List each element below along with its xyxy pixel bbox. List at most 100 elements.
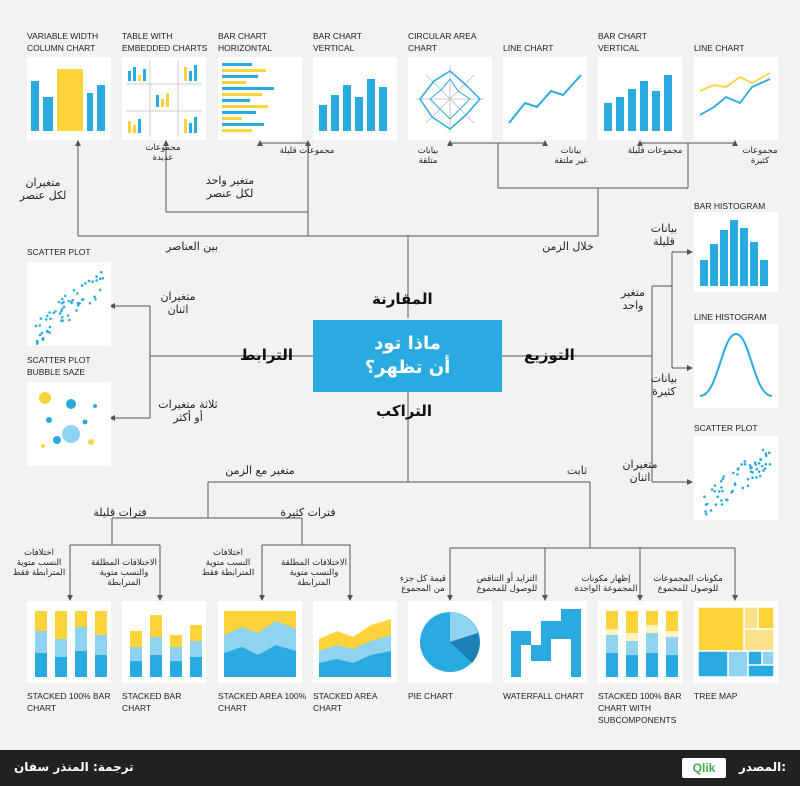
scatter-dot [75,309,78,312]
scatter-dot [703,495,706,498]
scatter-dot [748,464,752,467]
scatter-dot [58,312,62,315]
stacked-bar-thumb [122,601,206,683]
scatter-dot [713,484,717,487]
chart-title-table-embedded: TABLE WITH EMBEDDED CHARTS [122,31,208,53]
scatter-dot [71,298,74,302]
scatter-dot [101,277,105,280]
bar-chart-horizontal-graphic [222,63,274,132]
scatter-dot [70,301,73,305]
chart-title-variable-width: VARIABLE WIDTH COLUMN CHART [27,31,99,53]
chart-title-line-2: LINE CHART [694,43,745,53]
scatter-dot [49,317,52,321]
scatter-dot [709,509,713,512]
scatter-dot [768,463,772,466]
label-many-categories: مجموعات عديدة [145,143,181,163]
waterfall-chart-thumb [503,601,587,683]
bar-chart-vertical-graphic-2 [604,75,672,131]
chart-title-stacked-bar: STACKED BAR CHART [122,691,182,713]
scatter-dot [63,294,67,298]
label-few-categories-2: مجموعات قليلة [627,146,683,156]
scatter-dot [765,454,768,457]
scatter-dot [48,311,51,314]
chart-title-stacked-area-100: STACKED AREA 100% CHART [218,691,307,713]
scatter-dot [753,461,757,464]
chart-title-tree-map: TREE MAP [694,691,738,701]
scatter-dot [94,298,97,301]
stacked-area-100-graphic [224,611,296,677]
scatter-dot [78,302,81,305]
scatter-dot [72,289,76,292]
chart-title-bar-horizontal: BAR CHART HORIZONTAL [218,31,273,53]
label-components-of-total: مكونات المجموعات للوصول للمجموع [653,574,723,594]
stacked-area-100-thumb [218,601,302,683]
bar-histogram-graphic [700,220,768,286]
tree-map-thumb [694,601,778,683]
scatter-dot [62,300,65,304]
pie-chart-thumb [408,601,492,683]
stacked-100-subcomponents-thumb [598,601,682,683]
label-two-vars-per-item: متغيران لكل عنصر [19,176,67,202]
scatter-dot [755,476,758,479]
qlik-logo-text: Qlik [692,761,716,775]
bubble-chart-thumb [27,382,111,466]
scatter-plot-distribution-thumb [694,436,778,520]
pie-chart-graphic [420,612,480,672]
scatter-dot [764,452,768,455]
chart-title-bar-vertical-2: BAR CHART VERTICAL [598,31,647,53]
center-question-box: ماذا تود أن تظهر؟ [313,320,502,392]
scatter-dot [48,331,51,334]
scatter-dot [743,463,747,466]
scatter-dot [741,486,745,490]
bar-chart-vertical-thumb-2 [598,57,682,140]
scatter-dot [54,310,57,313]
scatter-dot [41,337,45,341]
scatter-dot [720,503,724,506]
scatter-dot [61,315,64,319]
scatter-dot [746,478,750,481]
scatter-dot [98,277,102,281]
label-changing-over-time: متغير مع الزمن [225,464,295,477]
stacked-100-bar-graphic [35,611,107,677]
scatter-dot [81,298,84,301]
scatter-dot [100,270,103,274]
stacked-100-subcomponents-graphic [606,611,678,677]
bubble-chart-graphic [39,392,97,448]
scatter-dot [751,476,754,479]
scatter-dot [758,474,762,478]
scatter-dot [62,305,66,309]
chart-title-line-histogram: LINE HISTOGRAM [694,312,767,322]
scatter-dot [710,488,714,491]
scatter-dot [95,275,98,278]
label-few-categories-1: مجموعات قليلة [279,146,335,156]
line-chart-graphic-1 [508,74,582,124]
scatter-dot [757,470,761,474]
scatter-dot [733,483,737,487]
chart-title-pie: PIE CHART [408,691,454,701]
scatter-dot [743,460,747,463]
scatter-dot [68,318,71,322]
scatter-dot [60,297,64,301]
scatter-dot [730,491,733,494]
bar-chart-vertical-thumb-1 [313,57,397,140]
circular-area-chart-graphic [416,65,484,133]
label-few-data-points: بيانات قليلة [650,222,678,248]
category-relationship: الترابط [240,346,294,364]
chart-title-bar-histogram: BAR HISTOGRAM [694,201,766,211]
scatter-dot [721,477,725,481]
scatter-plot-relationship-graphic [34,270,105,345]
line-histogram-graphic [699,332,773,397]
chart-title-stacked-area: STACKED AREA CHART [313,691,378,713]
scatter-dot [93,295,96,299]
chart-title-stacked-100-subcomponents: STACKED 100% BAR CHART WITH SUBCOMPONENT… [598,691,682,725]
translation-credit: ترجمة: المنذر سفان [14,760,134,774]
scatter-dot [80,284,84,287]
scatter-dot [749,470,753,473]
scatter-dot [736,467,740,470]
scatter-dot [750,466,753,469]
label-relative-only-1: اختلافات النسب متوية المترابطة فقط [12,548,66,578]
scatter-dot [721,489,724,493]
label-two-variables-distribution: متغيران اثنان [622,458,658,484]
source-label: المصدر: [738,760,786,774]
